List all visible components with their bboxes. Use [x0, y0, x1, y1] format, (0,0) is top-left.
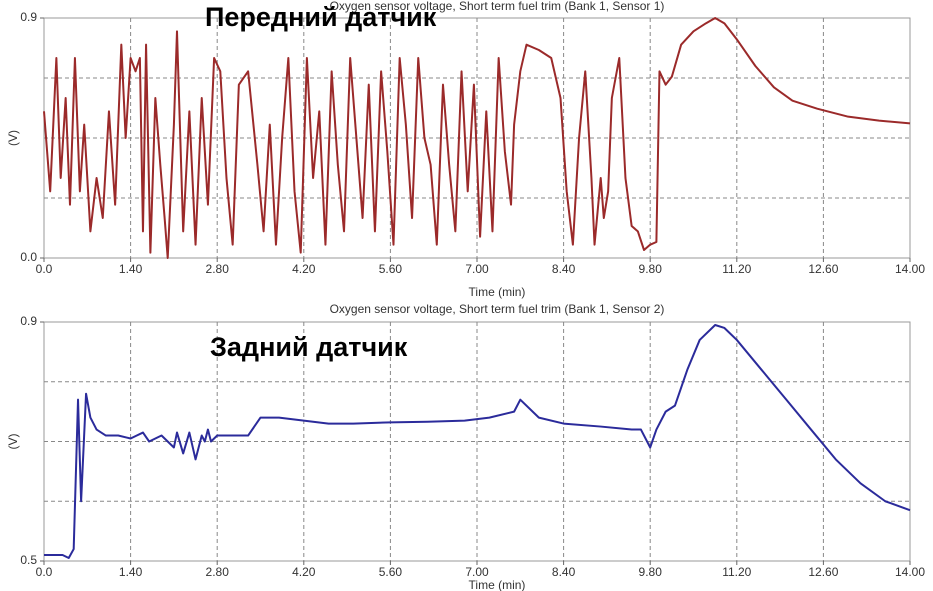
x-tick-label: 7.00 — [465, 262, 489, 276]
y-axis-label: (V) — [6, 130, 20, 146]
x-tick-label: 4.20 — [292, 565, 316, 579]
x-tick-label: 12.60 — [808, 565, 838, 579]
x-tick-label: 0.0 — [36, 262, 53, 276]
x-tick-label: 14.00 — [895, 262, 925, 276]
data-line — [44, 323, 911, 560]
chart-title: Oxygen sensor voltage, Short term fuel t… — [330, 302, 665, 316]
annotation: Передний датчик — [205, 2, 437, 32]
annotation: Задний датчик — [210, 332, 408, 362]
x-tick-label: 1.40 — [119, 262, 143, 276]
chart: 0.0 1.40 2.80 4.20 5.60 7.00 8.40 9.80 11.20 12.6… — [6, 302, 925, 591]
x-tick-label: 9.80 — [639, 262, 663, 276]
y-axis-label: (V) — [6, 434, 20, 450]
x-tick-label: 2.80 — [206, 565, 230, 579]
x-tick-label: 2.80 — [206, 262, 230, 276]
x-tick-label: 8.40 — [552, 565, 576, 579]
x-tick-label: 1.40 — [119, 565, 143, 579]
x-tick-label: 5.60 — [379, 565, 403, 579]
y-tick-label: 0.0 — [20, 250, 37, 264]
x-axis-label: Time (min) — [469, 285, 526, 299]
x-tick-label: 11.20 — [722, 565, 751, 579]
x-tick-label: 4.20 — [292, 262, 316, 276]
x-tick-label: 11.20 — [722, 262, 751, 276]
x-tick-label: 7.00 — [465, 565, 489, 579]
y-tick-label: 0.5 — [20, 553, 37, 567]
x-tick-label: 12.60 — [808, 262, 838, 276]
data-line — [43, 17, 911, 259]
x-tick-label: 14.00 — [895, 565, 925, 579]
chart-title: Oxygen sensor voltage, Short term fuel t… — [330, 0, 665, 13]
x-tick-label: 8.40 — [552, 262, 576, 276]
y-tick-label: 0.9 — [20, 10, 37, 24]
y-tick-label: 0.9 — [20, 314, 37, 328]
x-tick-label: 0.0 — [36, 565, 53, 579]
x-tick-label: 5.60 — [379, 262, 403, 276]
x-axis-label: Time (min) — [469, 578, 526, 591]
x-tick-label: 9.80 — [639, 565, 663, 579]
chart: 0.0 1.40 2.80 4.20 5.60 7.00 8.40 9.80 11.20 12.6… — [6, 0, 925, 299]
